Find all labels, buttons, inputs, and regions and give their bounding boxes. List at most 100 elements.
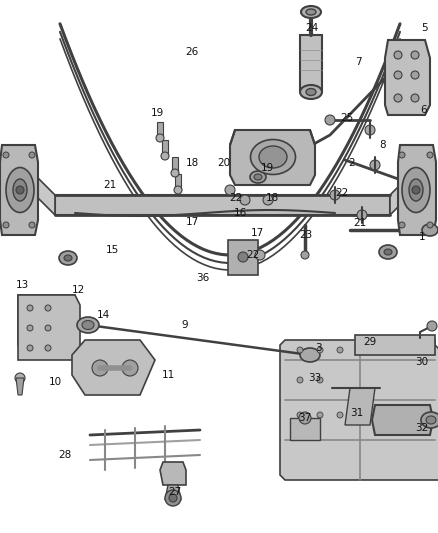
Polygon shape [55,195,390,215]
Circle shape [169,494,177,502]
Circle shape [299,412,311,424]
Polygon shape [290,418,320,440]
Circle shape [399,222,405,228]
Text: 19: 19 [260,163,274,173]
Circle shape [3,152,9,158]
Ellipse shape [402,167,430,213]
Polygon shape [18,295,80,360]
Circle shape [301,251,309,259]
Ellipse shape [6,167,34,213]
Ellipse shape [301,6,321,18]
Circle shape [225,185,235,195]
Ellipse shape [306,88,316,95]
Circle shape [297,377,303,383]
Polygon shape [385,40,430,115]
Circle shape [411,71,419,79]
Ellipse shape [251,140,296,174]
Text: 7: 7 [355,57,361,67]
Circle shape [330,190,340,200]
Text: 17: 17 [251,228,264,238]
Polygon shape [15,155,55,215]
Polygon shape [372,405,433,435]
Circle shape [27,325,33,331]
Polygon shape [175,174,181,190]
Circle shape [412,186,420,194]
Text: 9: 9 [182,320,188,330]
Text: 29: 29 [364,337,377,347]
Ellipse shape [300,85,322,99]
Circle shape [171,169,179,177]
Ellipse shape [306,9,316,15]
Circle shape [156,134,164,142]
Text: 22: 22 [230,193,243,203]
Ellipse shape [77,317,99,333]
Polygon shape [18,295,75,345]
Circle shape [161,152,169,160]
Text: 27: 27 [168,487,182,497]
Text: 23: 23 [300,230,313,240]
Text: 8: 8 [380,140,386,150]
Ellipse shape [421,412,438,428]
Text: 18: 18 [265,193,279,203]
Ellipse shape [250,171,266,183]
Text: 1: 1 [419,232,425,242]
Text: 25: 25 [340,113,353,123]
Polygon shape [355,335,435,355]
Polygon shape [72,340,155,395]
Text: 19: 19 [150,108,164,118]
Circle shape [427,152,433,158]
Text: 16: 16 [233,208,247,218]
Circle shape [365,125,375,135]
Circle shape [411,51,419,59]
Ellipse shape [64,255,72,261]
Circle shape [29,222,35,228]
Circle shape [317,412,323,418]
Circle shape [3,222,9,228]
Text: 26: 26 [185,47,198,57]
Text: 11: 11 [161,370,175,380]
Ellipse shape [409,179,423,201]
Polygon shape [165,485,181,500]
Circle shape [165,490,181,506]
Text: 17: 17 [185,217,198,227]
Polygon shape [16,378,24,395]
Circle shape [263,195,273,205]
Polygon shape [228,240,258,275]
Ellipse shape [82,320,94,329]
Ellipse shape [408,177,424,189]
Ellipse shape [384,249,392,255]
Ellipse shape [379,245,397,259]
Text: 22: 22 [336,188,349,198]
Ellipse shape [259,146,287,168]
Text: 3: 3 [314,343,321,353]
Text: 33: 33 [308,373,321,383]
Text: 22: 22 [246,250,260,260]
Circle shape [370,160,380,170]
Circle shape [174,186,182,194]
Text: 21: 21 [103,180,117,190]
Circle shape [92,360,108,376]
Text: 30: 30 [415,357,428,367]
Polygon shape [162,140,168,156]
Polygon shape [0,145,38,235]
Circle shape [45,305,51,311]
Circle shape [297,347,303,353]
Polygon shape [160,462,186,485]
Circle shape [15,373,25,383]
Circle shape [317,347,323,353]
Circle shape [399,152,405,158]
Polygon shape [157,122,163,138]
Circle shape [394,94,402,102]
Circle shape [255,250,265,260]
Text: 13: 13 [15,280,28,290]
Circle shape [357,210,367,220]
Circle shape [27,305,33,311]
Circle shape [427,321,437,331]
Circle shape [337,347,343,353]
Circle shape [411,94,419,102]
Ellipse shape [59,251,77,265]
Circle shape [27,345,33,351]
Ellipse shape [254,174,262,180]
Text: 31: 31 [350,408,364,418]
Ellipse shape [13,179,27,201]
